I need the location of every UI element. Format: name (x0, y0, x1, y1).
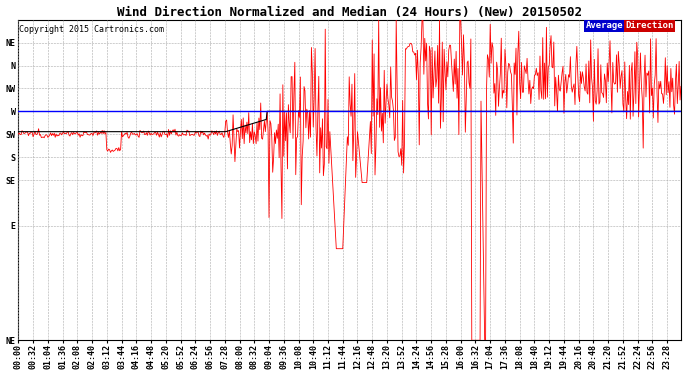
Text: Direction: Direction (625, 21, 673, 30)
Text: Copyright 2015 Cartronics.com: Copyright 2015 Cartronics.com (19, 24, 164, 33)
Title: Wind Direction Normalized and Median (24 Hours) (New) 20150502: Wind Direction Normalized and Median (24… (117, 6, 582, 18)
Text: Average: Average (586, 21, 623, 30)
